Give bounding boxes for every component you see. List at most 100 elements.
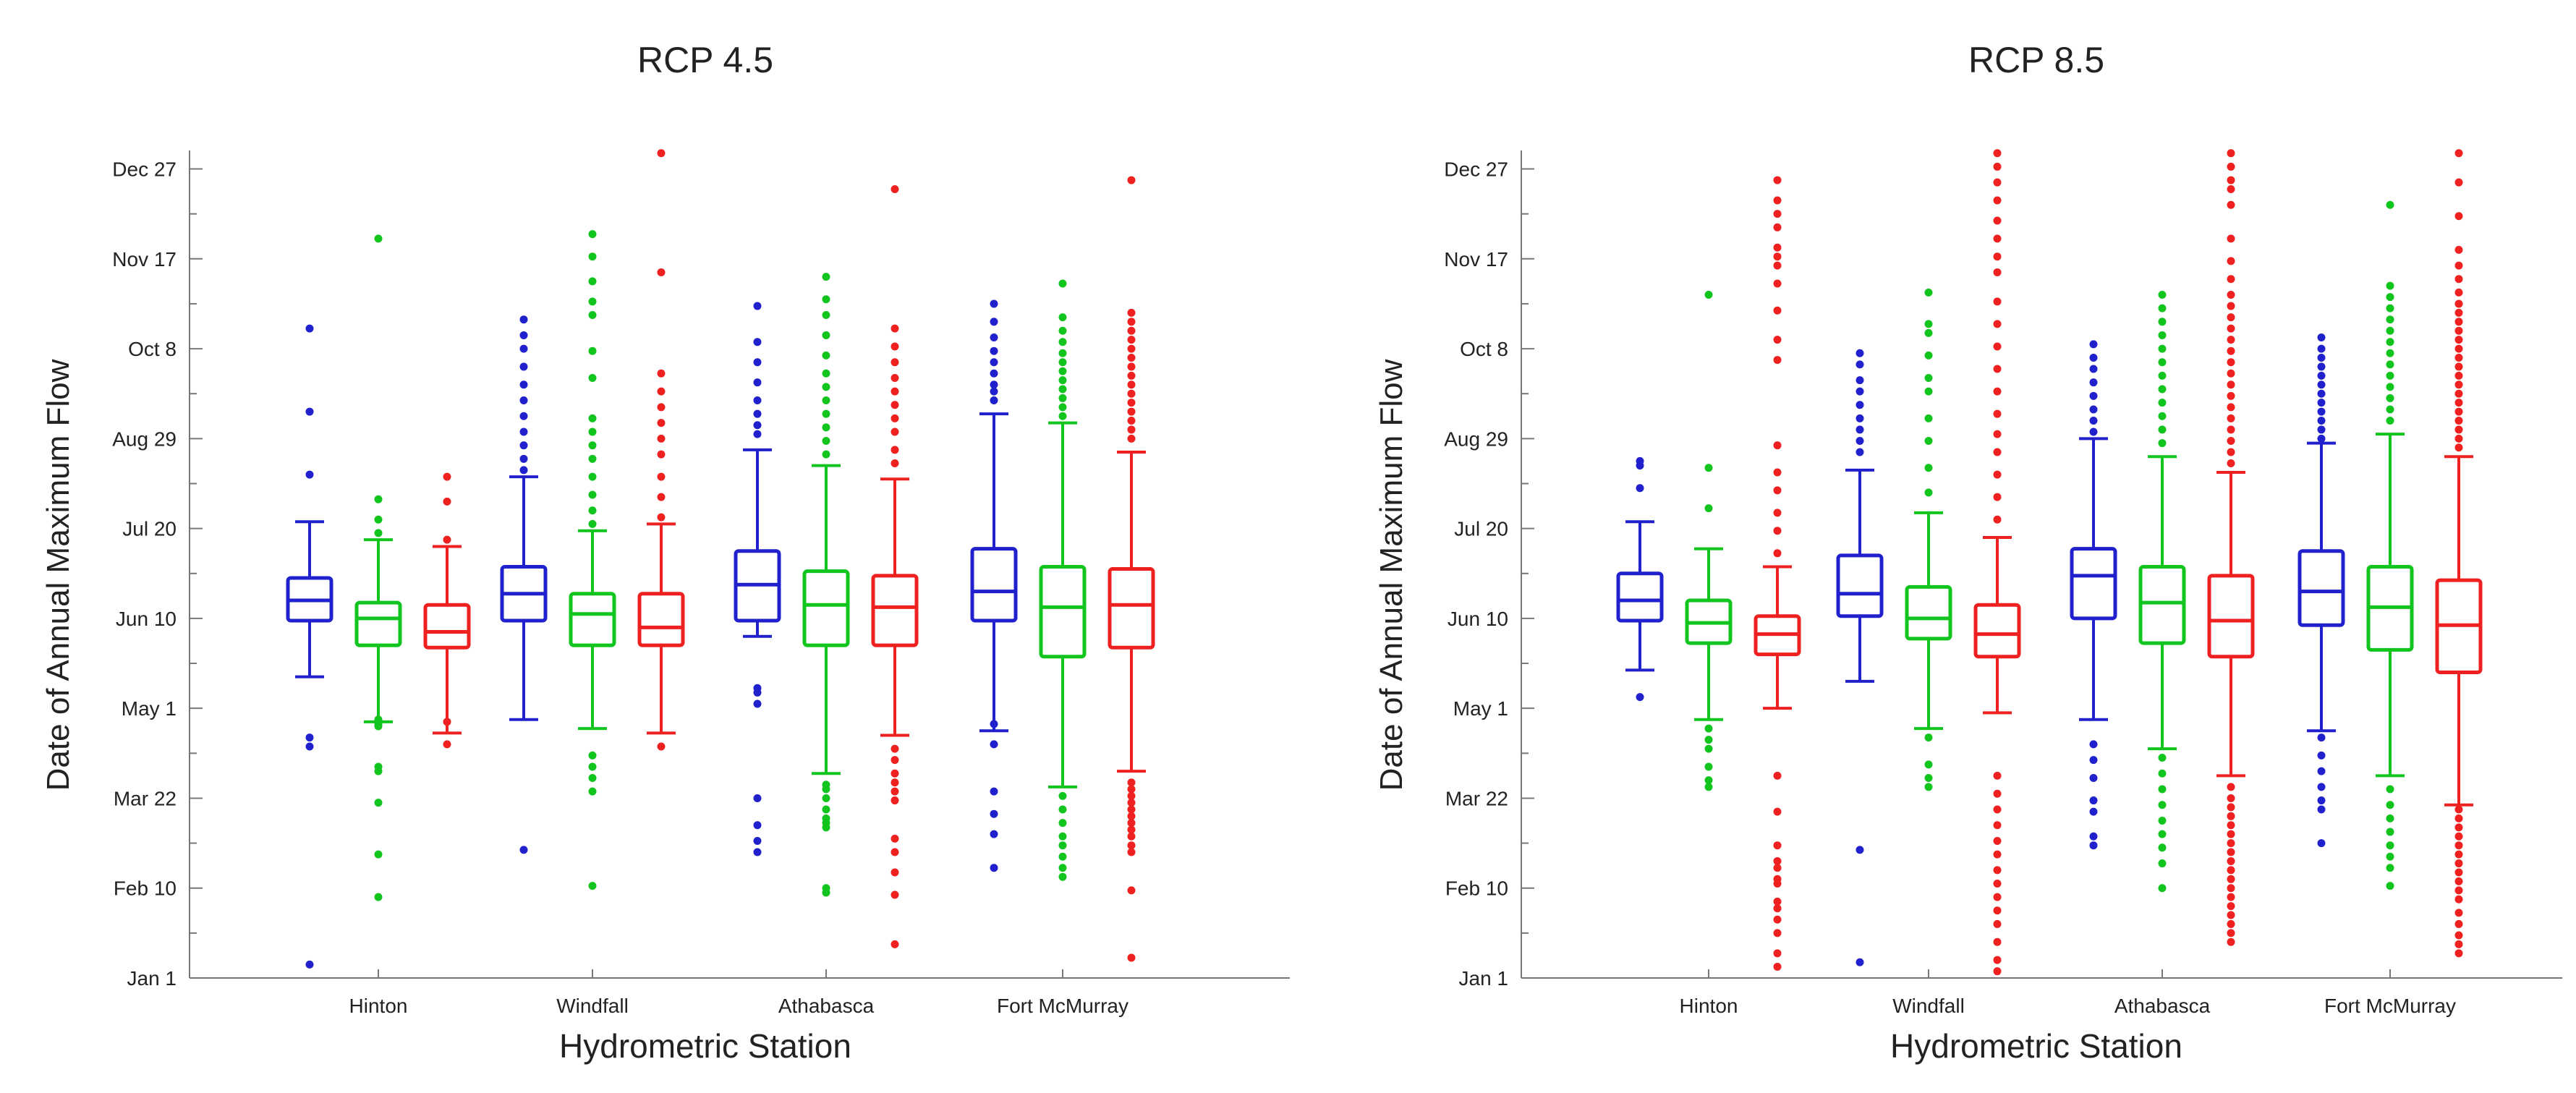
outlier-point — [657, 149, 666, 158]
outlier-point — [1058, 805, 1067, 814]
outlier-point — [1058, 376, 1067, 385]
outlier-point — [1127, 886, 1136, 895]
outlier-point — [2089, 807, 2098, 816]
outlier-point — [1773, 196, 1782, 205]
outlier-point — [822, 310, 830, 319]
outlier-point — [2158, 304, 2167, 312]
outlier-point — [1856, 425, 1864, 434]
outlier-point — [588, 277, 597, 286]
outlier-point — [1924, 436, 1933, 445]
outlier-point — [1127, 336, 1136, 344]
outlier-point — [2227, 149, 2235, 158]
outlier-point — [1058, 791, 1067, 800]
axes: Jan 1 Feb 10 Mar 22 May 1 Jun 10 Jul 20 Aug 29… — [1444, 150, 2562, 1017]
x-tick-label: Fort McMurray — [2324, 995, 2456, 1017]
outlier-point — [822, 450, 830, 459]
outlier-point — [1058, 819, 1067, 828]
outlier-point — [1924, 328, 1933, 337]
outlier-point — [1704, 291, 1713, 299]
outlier-point — [2454, 859, 2463, 868]
outlier-point — [588, 310, 597, 319]
outlier-point — [753, 848, 762, 856]
outlier-point — [1058, 864, 1067, 872]
outlier-point — [1856, 376, 1864, 385]
outlier-point — [1127, 354, 1136, 362]
outlier-point — [1993, 252, 2002, 261]
y-tick-label: Mar 22 — [1445, 787, 1508, 809]
outlier-point — [2454, 336, 2463, 344]
x-axis-title: Hydrometric Station — [1890, 1027, 2182, 1065]
outlier-point — [1856, 349, 1864, 357]
outlier-point — [2386, 828, 2394, 836]
outlier-point — [990, 299, 998, 308]
chart-title: RCP 4.5 — [637, 40, 773, 80]
outlier-point — [753, 821, 762, 830]
outlier-point — [822, 785, 830, 794]
outlier-point — [1127, 434, 1136, 443]
outlier-point — [2454, 919, 2463, 928]
box-group — [970, 299, 1018, 872]
outlier-point — [305, 324, 314, 333]
outlier-point — [657, 419, 666, 428]
outlier-point — [2454, 886, 2463, 895]
outlier-point — [1856, 436, 1864, 445]
outlier-point — [2227, 358, 2235, 367]
outlier-point — [990, 720, 998, 728]
outlier-point — [2089, 417, 2098, 425]
outlier-point — [657, 369, 666, 378]
outlier-point — [753, 302, 762, 310]
outlier-point — [1924, 773, 1933, 782]
outlier-point — [2158, 769, 2167, 778]
outlier-point — [443, 497, 451, 506]
outlier-point — [990, 318, 998, 326]
outlier-point — [519, 441, 528, 450]
outlier-point — [990, 396, 998, 405]
outlier-point — [1058, 358, 1067, 367]
outlier-point — [657, 742, 666, 751]
outlier-point — [2454, 841, 2463, 850]
box — [970, 547, 1018, 623]
x-tick-label: Hinton — [1680, 995, 1738, 1017]
outlier-point — [890, 940, 899, 948]
outlier-point — [1856, 846, 1864, 854]
outlier-point — [2317, 344, 2326, 353]
outlier-point — [657, 450, 666, 459]
outlier-point — [822, 436, 830, 445]
y-tick-label: Jun 10 — [1448, 608, 1508, 630]
outlier-point — [1636, 693, 1644, 702]
outlier-point — [2089, 428, 2098, 436]
outlier-point — [2227, 794, 2235, 802]
outlier-point — [1773, 527, 1782, 535]
outlier-point — [2089, 405, 2098, 414]
outlier-point — [1856, 387, 1864, 396]
outlier-point — [2454, 288, 2463, 297]
outlier-point — [2454, 275, 2463, 284]
outlier-point — [657, 268, 666, 276]
box-group — [637, 149, 685, 751]
outlier-point — [2227, 275, 2235, 284]
outlier-point — [753, 699, 762, 708]
outlier-point — [1924, 320, 1933, 328]
outlier-point — [2227, 848, 2235, 856]
outlier-point — [2317, 839, 2326, 848]
outlier-point — [1993, 268, 2002, 276]
outlier-point — [2227, 324, 2235, 333]
box — [871, 574, 919, 647]
outlier-point — [2317, 767, 2326, 775]
outlier-point — [2158, 412, 2167, 420]
outlier-point — [1773, 949, 1782, 958]
y-tick-label: Mar 22 — [114, 787, 177, 809]
outlier-point — [1993, 342, 2002, 351]
outlier-point — [1058, 403, 1067, 412]
outlier-point — [1127, 825, 1136, 834]
y-tick-label: Feb 10 — [1445, 877, 1508, 900]
outlier-point — [2317, 805, 2326, 814]
outlier-point — [1127, 799, 1136, 807]
outlier-point — [1127, 371, 1136, 380]
box-group — [2435, 149, 2483, 958]
outlier-point — [2158, 331, 2167, 339]
outlier-point — [374, 799, 383, 807]
outlier-point — [2158, 785, 2167, 794]
box-group — [500, 315, 548, 854]
